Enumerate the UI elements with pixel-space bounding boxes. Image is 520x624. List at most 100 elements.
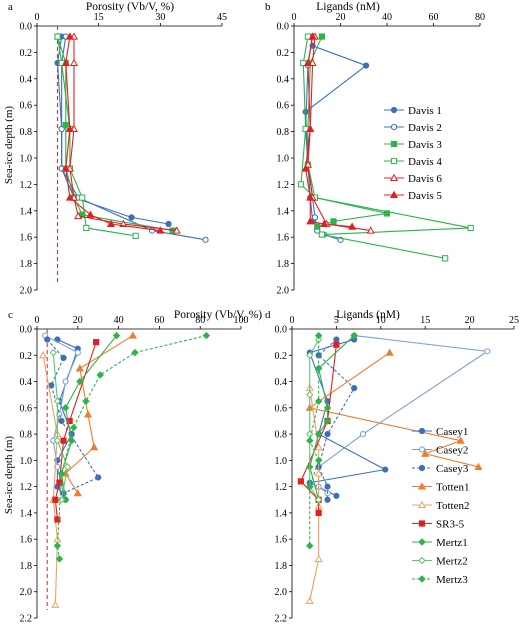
series-s35 <box>52 339 100 523</box>
legend-label: Casey2 <box>436 445 468 457</box>
y-tick-label: 0.8 <box>275 430 288 441</box>
data-point <box>306 482 314 491</box>
y-tick-label: 1.2 <box>20 180 33 191</box>
x-tick-label: 80 <box>475 12 485 23</box>
series-line <box>300 36 471 259</box>
data-point <box>314 331 323 340</box>
y-tick-label: 0.0 <box>277 22 290 33</box>
series-d5 <box>301 32 357 230</box>
panel-d: d Ligands (nM) 0 5 10 15 20 25 0.0 0.2 0.4 0.6 0.8 1.… <box>265 309 519 624</box>
data-point <box>324 430 331 438</box>
data-point <box>318 231 325 238</box>
data-point <box>128 331 137 339</box>
data-point <box>333 492 340 499</box>
legend-label: Totten1 <box>436 482 469 494</box>
x-tick-label: 0 <box>35 315 40 326</box>
legend-marker <box>418 427 426 435</box>
legend-label: Davis 3 <box>408 139 442 151</box>
data-point <box>333 341 340 348</box>
series-line <box>305 36 341 241</box>
series-t1 <box>61 331 137 497</box>
data-point <box>330 218 337 225</box>
legend: Casey1 Casey2 Casey3 Totten1 Totten2 SR3-5 Mer… <box>412 426 469 586</box>
data-point <box>301 164 310 172</box>
y-tick-label: 1.8 <box>275 561 288 572</box>
y-tick-label: 1.0 <box>275 456 288 467</box>
data-point <box>82 397 90 405</box>
y-tick-label: 0.6 <box>275 403 288 414</box>
panel-b: b Ligands (nM) 0 20 40 60 80 0.0 0.2 0.4 0.6 0.8 1.0… <box>265 1 485 297</box>
data-point <box>93 339 100 346</box>
data-point <box>202 236 209 243</box>
data-point <box>359 430 367 438</box>
data-point <box>323 404 332 412</box>
y-axis-label: Sea-ice depth (m) <box>3 106 15 185</box>
data-point <box>62 121 69 129</box>
legend-label: Casey3 <box>436 463 469 475</box>
data-point <box>318 33 325 40</box>
data-point <box>52 496 59 503</box>
legend-marker <box>390 106 398 114</box>
panel-letter: d <box>265 309 271 321</box>
data-point <box>95 474 102 481</box>
series-line <box>54 341 97 520</box>
y-tick-label: 1.8 <box>20 561 33 572</box>
series-line <box>309 388 320 602</box>
y-tick-label: 1.6 <box>20 535 33 546</box>
series-d2 <box>58 33 209 243</box>
legend-label: Davis 2 <box>408 122 442 134</box>
data-point <box>421 449 430 457</box>
series-c3 <box>315 336 358 503</box>
y-tick-label: 1.8 <box>277 259 290 270</box>
y-tick-label: 2.2 <box>275 614 288 624</box>
data-point <box>83 224 90 232</box>
y-tick-label: 1.6 <box>275 535 288 546</box>
series-d5 <box>61 32 165 234</box>
x-tick-label: 45 <box>217 12 227 23</box>
y-tick-label: 1.4 <box>277 206 290 217</box>
legend-marker <box>418 556 426 565</box>
y-tick-label: 0.6 <box>20 101 33 112</box>
data-point <box>61 58 70 67</box>
y-tick-label: 1.2 <box>20 482 33 493</box>
x-tick-label: 15 <box>94 12 104 23</box>
y-tick-label: 0.8 <box>20 430 33 441</box>
data-point <box>54 463 61 471</box>
data-point <box>308 32 317 40</box>
data-point <box>60 437 67 444</box>
data-point <box>172 226 181 234</box>
panel-letter: c <box>8 309 13 321</box>
data-point <box>74 349 81 356</box>
x-tick-label: 10 <box>376 315 386 326</box>
data-point <box>297 181 305 188</box>
data-point <box>474 462 483 470</box>
data-point <box>306 542 314 550</box>
panel-c: c Porosity (Vb/V, %) Sea-ice depth (m) 0 20 4… <box>3 309 262 624</box>
panel-title: Porosity (Vb/V, %) <box>86 1 174 13</box>
data-point <box>311 214 319 221</box>
y-tick-label: 1.0 <box>20 456 33 467</box>
x-tick-label: 100 <box>234 315 249 326</box>
y-tick-label: 0.8 <box>277 127 290 138</box>
y-tick-label: 0.0 <box>275 325 288 336</box>
series-line <box>60 335 117 500</box>
data-point <box>65 193 74 201</box>
series-line <box>56 335 207 559</box>
data-point <box>314 430 323 438</box>
data-point <box>74 211 83 220</box>
data-point <box>54 33 61 40</box>
legend-label: Mertz3 <box>436 574 468 586</box>
x-tick-label: 60 <box>154 315 164 326</box>
x-tick-label: 0 <box>292 12 297 23</box>
legend-marker <box>418 446 426 453</box>
data-point <box>132 232 139 239</box>
x-tick-label: 40 <box>382 12 392 23</box>
data-point <box>62 378 69 385</box>
data-point <box>202 331 211 340</box>
data-point <box>44 336 51 343</box>
data-point <box>323 417 332 425</box>
legend-marker <box>390 157 398 165</box>
x-tick-label: 30 <box>155 12 165 23</box>
data-point <box>383 210 391 217</box>
y-tick-label: 2.0 <box>20 587 33 598</box>
